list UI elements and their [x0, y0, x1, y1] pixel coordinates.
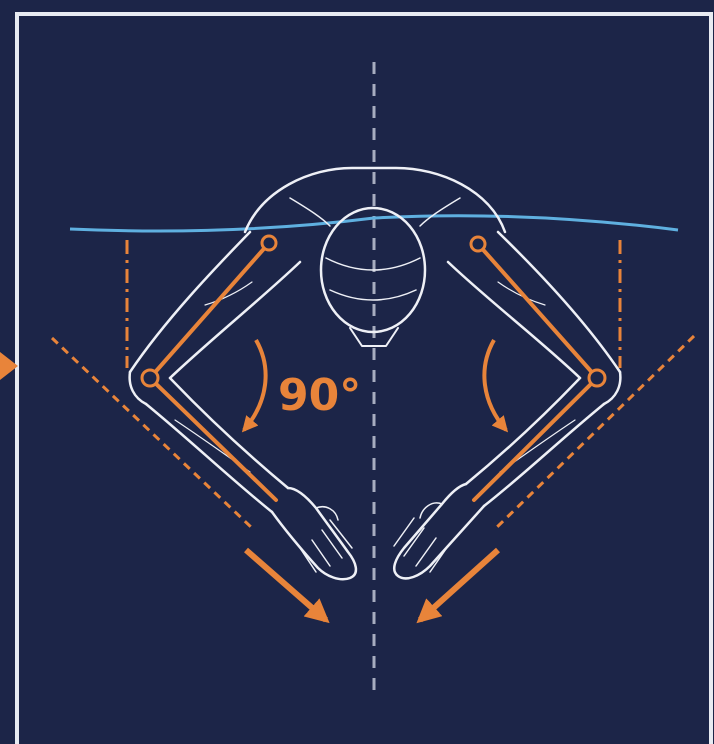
frame-border — [15, 12, 713, 744]
trapezius-right — [419, 197, 461, 227]
head — [319, 206, 427, 334]
head-detail-1 — [325, 257, 421, 271]
right-thumb — [419, 502, 443, 519]
right-upper-arm-inner — [446, 260, 582, 380]
left-forearm-inner — [168, 376, 290, 490]
left-angle-arc-arrow — [241, 339, 268, 433]
angle-label: 90° — [278, 370, 361, 421]
left-thumb — [315, 506, 339, 521]
left-elbow — [128, 370, 148, 406]
right-elbow — [602, 370, 622, 406]
left-forearm-bone — [148, 376, 278, 502]
left-fingers — [299, 519, 353, 573]
right-upper-arm-outer — [496, 230, 622, 374]
right-motion-arrow-icon — [416, 547, 501, 624]
right-elbow-joint — [587, 368, 607, 388]
joint-markers — [140, 234, 607, 388]
right-angle-arc-arrow — [482, 339, 509, 433]
left-elbow-joint — [140, 368, 160, 388]
neck — [349, 327, 399, 347]
left-hand — [270, 486, 358, 581]
right-upper-arm-bone — [476, 242, 599, 380]
right-diagonal-dashed-line — [494, 334, 696, 530]
left-forearm-outer — [144, 402, 274, 514]
right-forearm-outer — [482, 402, 606, 508]
right-forearm-inner — [464, 376, 582, 486]
trapezius-left — [289, 197, 331, 227]
right-arm-muscle — [497, 281, 546, 306]
left-arm-muscle — [204, 281, 253, 306]
left-diagonal-dashed-line — [50, 336, 254, 530]
left-upper-arm-bone — [148, 241, 271, 380]
right-forearm-bone — [472, 376, 599, 502]
left-shoulder-joint — [260, 234, 278, 252]
left-upper-arm-inner — [168, 260, 302, 380]
back-shoulders — [243, 166, 507, 234]
left-upper-arm-outer — [128, 230, 252, 374]
side-marker-icon — [0, 352, 18, 380]
figure-outline — [128, 166, 622, 581]
right-fingers — [393, 517, 449, 573]
head-detail-2 — [329, 289, 417, 301]
shoulder-reference-line — [69, 214, 679, 233]
left-motion-arrow-icon — [244, 547, 330, 624]
right-hand — [393, 482, 486, 580]
right-shoulder-joint — [469, 235, 487, 253]
arm-skeleton — [148, 241, 599, 502]
